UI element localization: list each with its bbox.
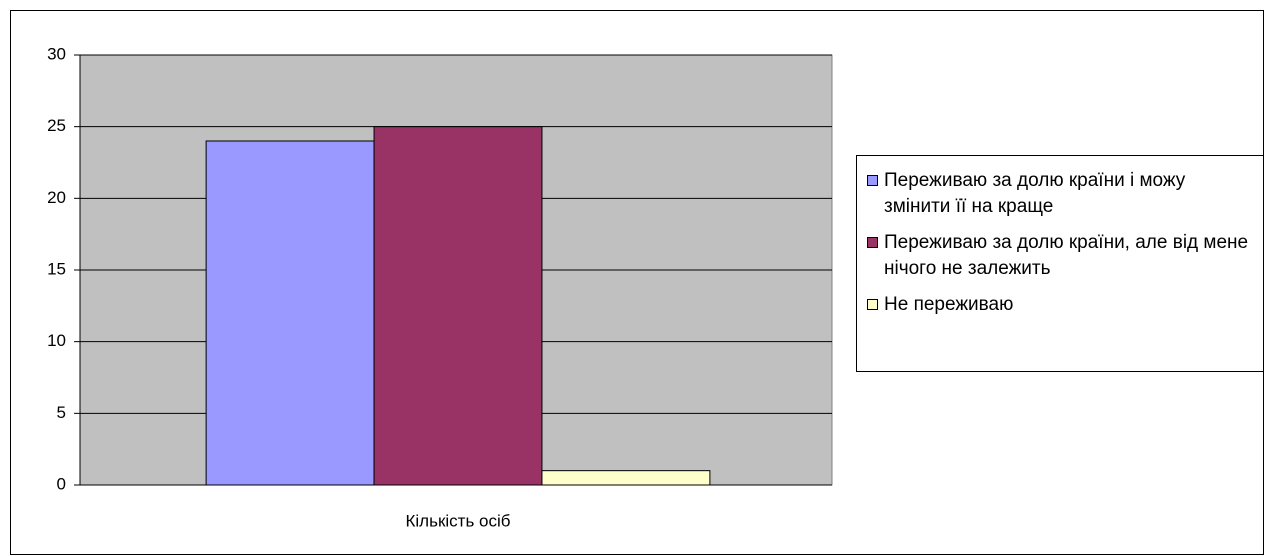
y-tick-label: 20 [47, 188, 66, 207]
x-tick-label: Кількість осіб [405, 511, 510, 530]
legend-entry: Переживаю за долю країни і можу змінити … [867, 168, 1255, 220]
legend-swatch [867, 237, 878, 248]
legend-swatch [867, 175, 878, 186]
bar [373, 126, 543, 486]
y-tick-label: 0 [57, 474, 66, 493]
y-tick-label: 10 [47, 331, 66, 350]
legend-label: Не переживаю [884, 294, 1014, 315]
y-tick-label: 25 [47, 116, 66, 135]
bar [205, 140, 375, 486]
legend: Переживаю за долю країни і можу змінити … [856, 155, 1264, 372]
legend-label: Переживаю за долю країни і можу змінити … [884, 170, 1186, 217]
legend-entry: Не переживаю [867, 292, 1255, 318]
legend-entry: Переживаю за долю країни, але від мене н… [867, 230, 1255, 282]
legend-label: Переживаю за долю країни, але від мене н… [884, 232, 1249, 279]
y-tick-label: 30 [47, 44, 66, 63]
bar [541, 470, 711, 486]
y-tick-label: 15 [47, 259, 66, 278]
legend-swatch [867, 299, 878, 310]
y-tick-label: 5 [57, 403, 66, 422]
